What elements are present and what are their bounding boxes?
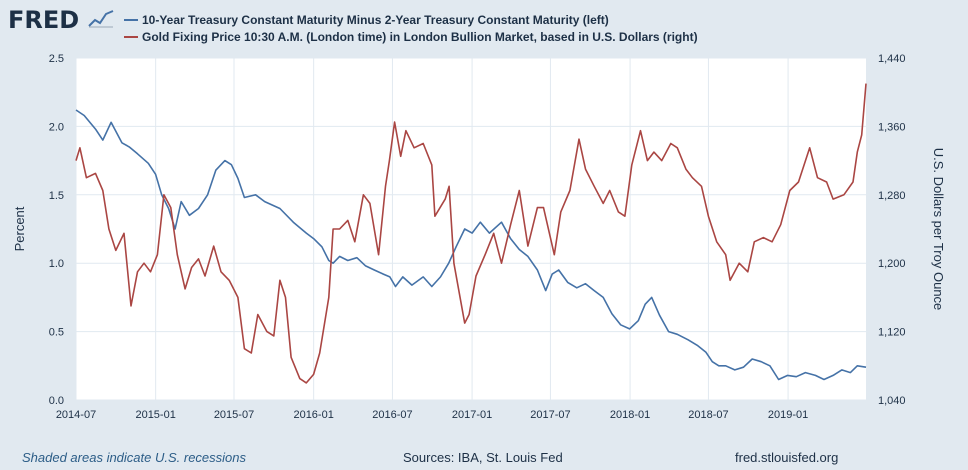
y-axis-label-right: U.S. Dollars per Troy Ounce [931, 148, 946, 311]
x-tick-label: 2017-07 [530, 409, 570, 421]
series-line-spread [75, 109, 867, 381]
x-tick-label: 2018-07 [688, 409, 728, 421]
legend-item-spread: 10-Year Treasury Constant Maturity Minus… [124, 11, 698, 28]
y-tick-label-right: 1,360 [878, 121, 906, 133]
fred-site-link[interactable]: fred.stlouisfed.org [735, 450, 839, 465]
y-tick-label-right: 1,120 [878, 327, 906, 339]
y-tick-label-left: 1.5 [49, 190, 64, 202]
legend-swatch-gold [124, 35, 138, 38]
x-tick-label: 2015-07 [214, 409, 254, 421]
plot-area [76, 58, 866, 400]
y-tick-label-right: 1,280 [878, 190, 906, 202]
y-axis-label-left: Percent [12, 206, 27, 251]
legend-label-spread: 10-Year Treasury Constant Maturity Minus… [142, 12, 609, 27]
legend-label-gold: Gold Fixing Price 10:30 A.M. (London tim… [142, 29, 698, 44]
fred-logo[interactable]: FRED [8, 6, 80, 34]
legend-item-gold: Gold Fixing Price 10:30 A.M. (London tim… [124, 28, 698, 45]
x-tick-label: 2016-07 [372, 409, 412, 421]
series-line-gold [75, 83, 867, 384]
legend-swatch-spread [124, 18, 138, 21]
y-tick-label-right: 1,440 [878, 53, 906, 65]
x-tick-label: 2015-01 [135, 409, 175, 421]
y-tick-label-right: 1,040 [878, 395, 906, 407]
x-tick-label: 2014-07 [56, 409, 96, 421]
y-tick-label-left: 2.0 [49, 121, 64, 133]
recession-note-link[interactable]: Shaded areas indicate U.S. recessions [22, 450, 247, 465]
y-tick-label-right: 1,200 [878, 258, 906, 270]
x-tick-label: 2016-01 [293, 409, 333, 421]
dual-axis-line-chart: 0.0 0.5 1.0 1.5 2.0 2.5 1,040 1,120 1,200 1,280 1… [12, 53, 946, 421]
chart-legend: 10-Year Treasury Constant Maturity Minus… [124, 11, 698, 45]
y-tick-label-left: 2.5 [49, 53, 64, 65]
x-tick-label: 2019-01 [768, 409, 808, 421]
y-tick-label-left: 0.0 [49, 395, 64, 407]
x-tick-label: 2018-01 [610, 409, 650, 421]
x-tick-label: 2017-01 [452, 409, 492, 421]
y-tick-label-left: 0.5 [49, 327, 64, 339]
y-tick-label-left: 1.0 [49, 258, 64, 270]
line-chart-icon [88, 8, 114, 28]
sources-text: Sources: IBA, St. Louis Fed [403, 450, 563, 465]
